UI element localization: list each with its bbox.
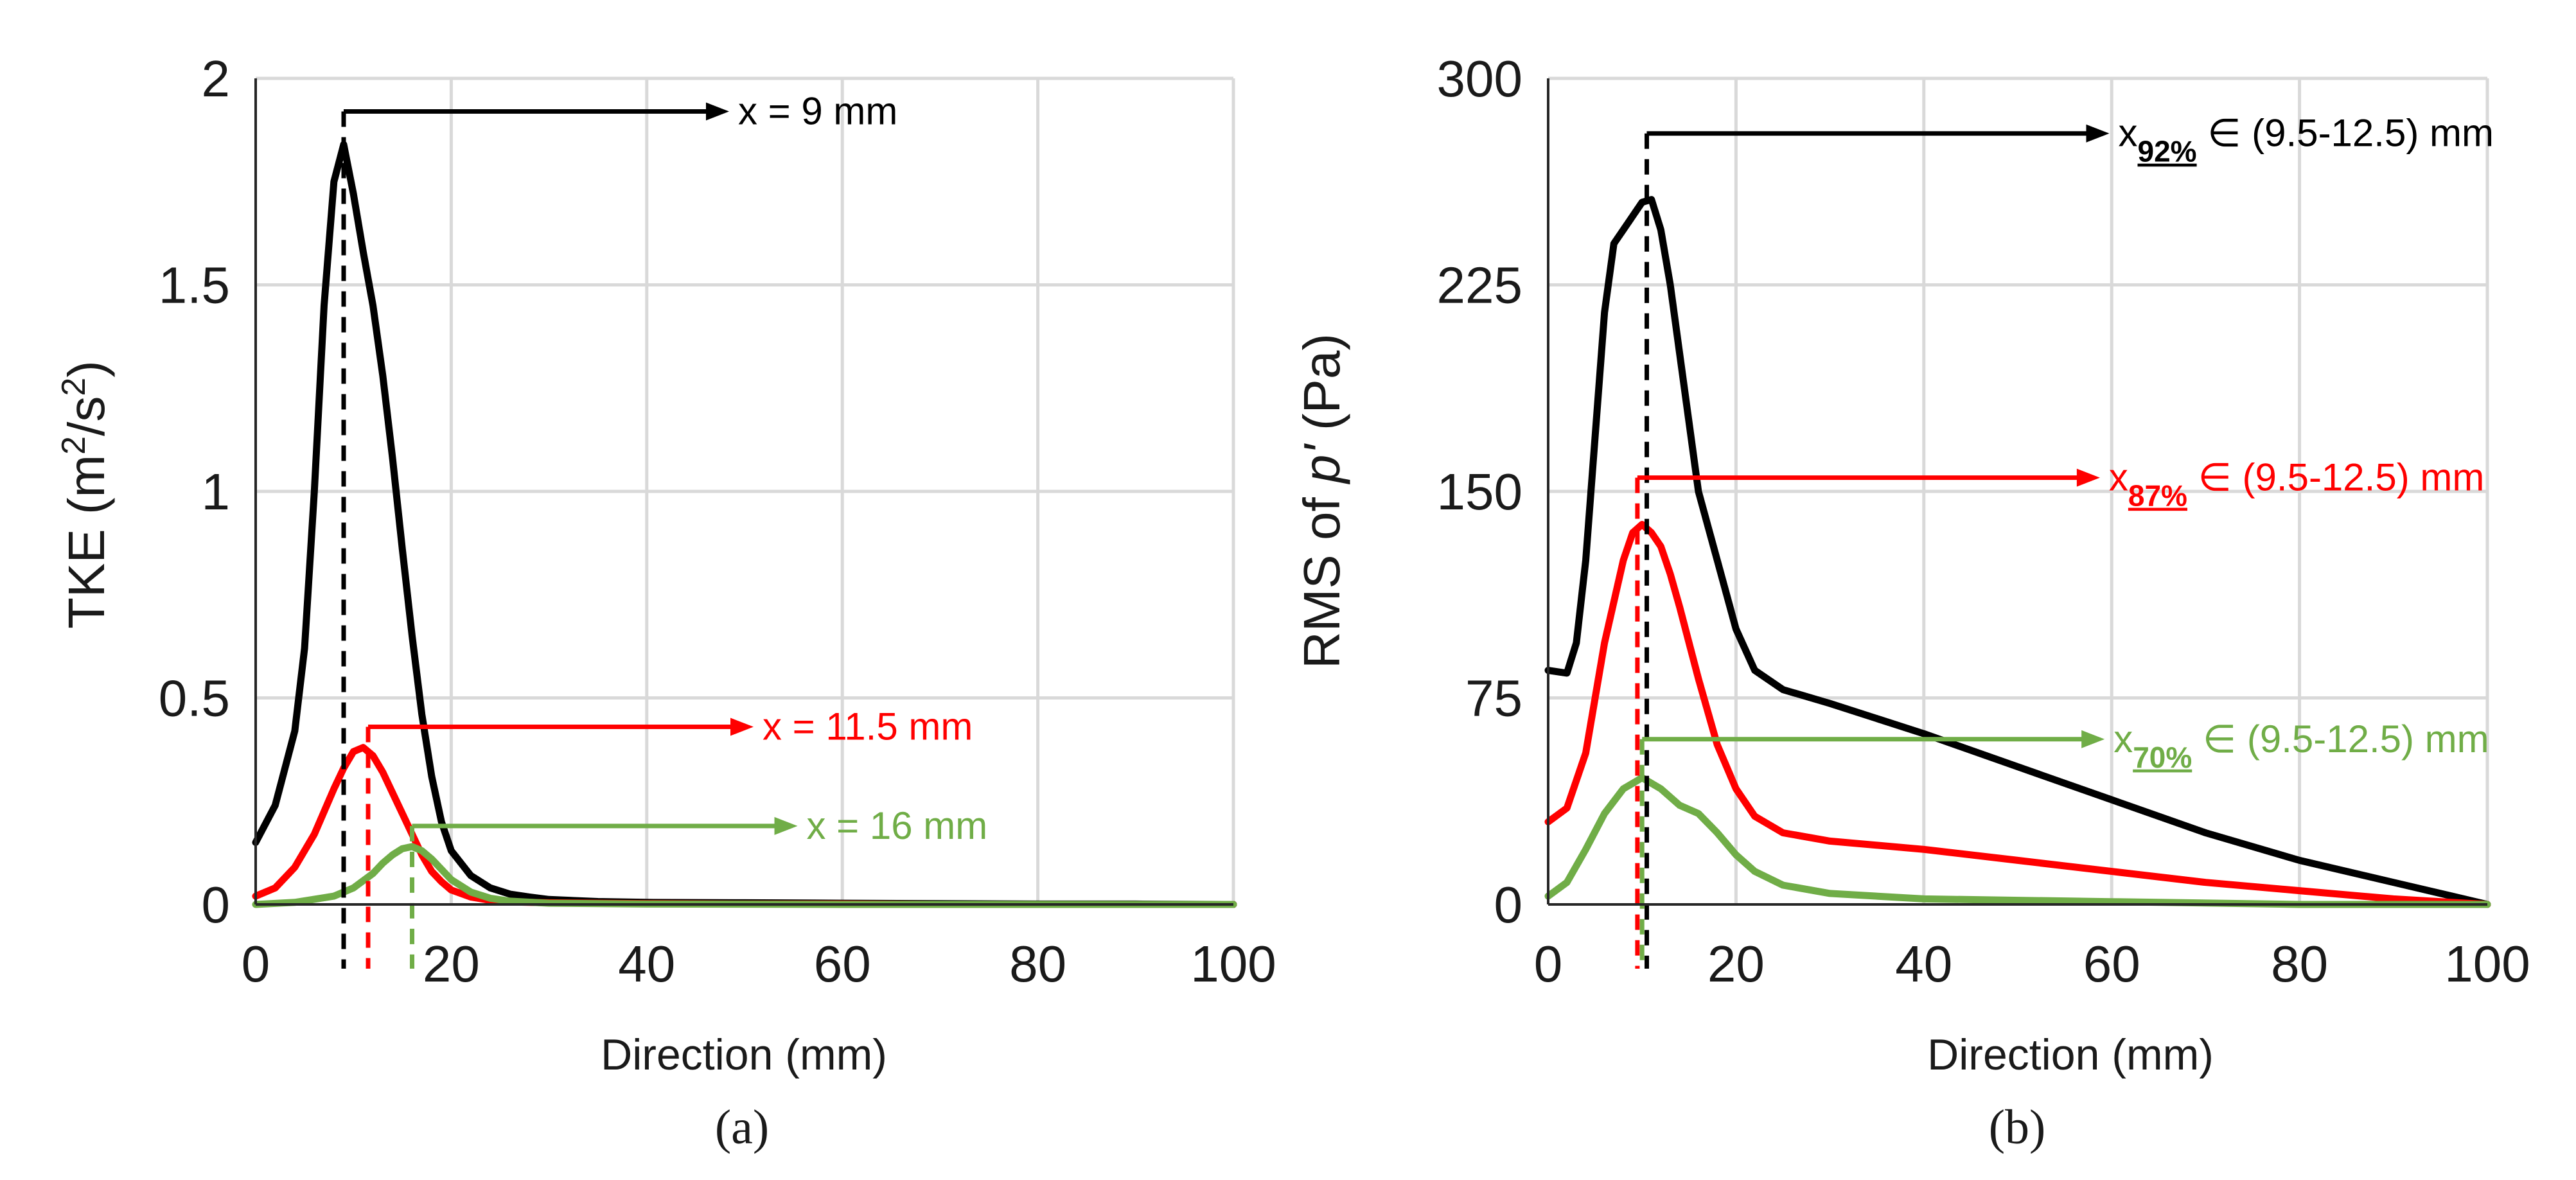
panel-b-x-tick-label: 20 xyxy=(1707,935,1765,992)
panel-a-y-axis-label: TKE (m2/s2) xyxy=(55,360,115,629)
panel-b-marker-label: x92% ∈ (9.5-12.5) mm xyxy=(2119,112,2494,168)
panel-b-y-tick-label: 75 xyxy=(1465,670,1522,727)
panel-a-y-tick-label: 0 xyxy=(202,876,231,933)
panel-a: x = 9 mmx = 11.5 mmx = 16 mm 0 20 40 60 80 10… xyxy=(55,50,1276,1154)
panel-b-marker-0: x92% ∈ (9.5-12.5) mm xyxy=(1645,112,2494,969)
panel-a-x-ticks: 0 20 40 60 80 100 xyxy=(242,935,1276,992)
panel-a-x-axis-label: Direction (mm) xyxy=(601,1030,887,1079)
panel-b-marker-arrowhead xyxy=(2076,468,2100,487)
panel-a-marker-arrowhead xyxy=(730,718,754,736)
panel-b-markers: x92% ∈ (9.5-12.5) mm x87% ∈ (9.5-12.5) mm… xyxy=(1635,112,2494,969)
panel-b-y-tick-label: 150 xyxy=(1437,463,1522,520)
panel-b-series xyxy=(1544,196,2491,908)
panel-b-y-ticks: 0 75 150 225 300 xyxy=(1437,50,1522,933)
panel-a-marker-label: x = 9 mm xyxy=(738,89,897,132)
panel-a-marker-0: x = 9 mm xyxy=(341,89,897,969)
panel-a-x-tick-label: 60 xyxy=(814,935,871,992)
panel-b-x-tick-label: 60 xyxy=(2083,935,2140,992)
panel-b-label: (b) xyxy=(1989,1100,2046,1154)
panel-b-marker-arrowhead xyxy=(2086,124,2110,143)
panel-a-marker-label: x = 11.5 mm xyxy=(763,705,973,748)
panel-a-marker-label: x = 16 mm xyxy=(807,804,988,847)
panel-a-series-green xyxy=(252,843,1237,908)
panel-b-marker-1: x87% ∈ (9.5-12.5) mm xyxy=(1635,456,2484,969)
panel-b-y-tick-label: 0 xyxy=(1494,876,1523,933)
panel-a-marker-arrowhead xyxy=(705,102,729,121)
panel-b-series-green xyxy=(1544,774,2491,908)
panel-a-axes xyxy=(254,78,1233,906)
panel-a-label: (a) xyxy=(715,1100,769,1154)
panel-a-x-tick-label: 20 xyxy=(423,935,480,992)
panel-a-y-tick-label: 1.5 xyxy=(159,257,230,314)
panel-a-grid xyxy=(256,76,1235,904)
panel-b-series-red xyxy=(1544,520,2491,908)
panel-b-grid xyxy=(1548,76,2489,904)
panel-b-x-axis-label: Direction (mm) xyxy=(1927,1030,2214,1079)
panel-a-series xyxy=(252,141,1237,908)
panel-b-x-tick-label: 0 xyxy=(1534,935,1563,992)
panel-b-series-black xyxy=(1544,196,2491,908)
panel-b-x-tick-label: 40 xyxy=(1895,935,1952,992)
panel-b-y-tick-label: 300 xyxy=(1437,50,1522,107)
panel-a-marker-arrowhead xyxy=(774,816,798,835)
panel-a-marker-2: x = 16 mm xyxy=(410,804,988,969)
panel-a-x-tick-label: 0 xyxy=(242,935,270,992)
panel-b-marker-label: x87% ∈ (9.5-12.5) mm xyxy=(2109,456,2484,513)
panel-b-marker-label: x70% ∈ (9.5-12.5) mm xyxy=(2113,718,2489,774)
panel-b: x92% ∈ (9.5-12.5) mm x87% ∈ (9.5-12.5) mm… xyxy=(1293,50,2530,1154)
panel-b-x-tick-label: 80 xyxy=(2271,935,2328,992)
panel-a-series-black xyxy=(252,141,1237,908)
panel-b-marker-arrowhead xyxy=(2081,730,2105,748)
panel-b-x-ticks: 0 20 40 60 80 100 xyxy=(1534,935,2530,992)
panel-b-x-tick-label: 100 xyxy=(2444,935,2530,992)
panel-b-axes xyxy=(1547,78,2487,906)
panel-a-y-tick-label: 2 xyxy=(202,50,231,107)
panel-b-y-tick-label: 225 xyxy=(1437,257,1522,314)
panel-a-x-tick-label: 100 xyxy=(1190,935,1276,992)
panel-a-y-ticks: 0 0.5 1 1.5 2 xyxy=(159,50,230,933)
panel-b-marker-2: x70% ∈ (9.5-12.5) mm xyxy=(1639,718,2489,969)
panel-a-marker-1: x = 11.5 mm xyxy=(366,705,973,969)
panel-a-y-tick-label: 1 xyxy=(202,463,231,520)
panel-a-x-tick-label: 40 xyxy=(618,935,675,992)
panel-a-x-tick-label: 80 xyxy=(1009,935,1066,992)
panel-b-y-axis-label: RMS of p' (Pa) xyxy=(1293,333,1350,669)
panel-a-markers: x = 9 mm x = 11.5 mm x = 16 mm xyxy=(341,89,988,969)
panel-a-y-tick-label: 0.5 xyxy=(159,670,230,727)
